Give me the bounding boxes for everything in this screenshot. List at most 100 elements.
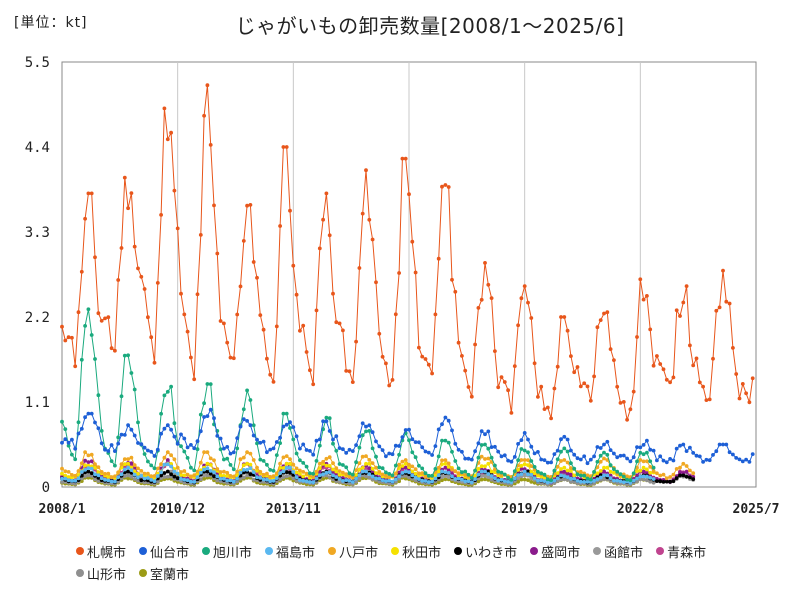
data-point xyxy=(327,416,332,421)
data-point xyxy=(545,480,550,485)
data-point xyxy=(225,474,230,478)
legend-marker-icon xyxy=(76,569,84,577)
data-point xyxy=(443,458,448,462)
data-point xyxy=(374,465,378,470)
data-point xyxy=(258,476,263,480)
data-point xyxy=(63,473,68,478)
data-point xyxy=(146,476,150,480)
data-point xyxy=(271,446,276,451)
data-point xyxy=(165,389,170,394)
data-point xyxy=(215,251,220,256)
data-point xyxy=(539,457,544,462)
data-point xyxy=(393,463,398,468)
data-point xyxy=(169,130,174,135)
data-point xyxy=(83,468,87,472)
data-point xyxy=(311,452,316,457)
data-point xyxy=(602,456,606,461)
data-point xyxy=(440,458,444,463)
data-point xyxy=(281,469,286,474)
data-point xyxy=(231,356,236,361)
data-point xyxy=(73,478,78,483)
data-point xyxy=(674,476,679,480)
legend-label: 札幌市 xyxy=(87,545,127,561)
data-point xyxy=(116,470,121,475)
data-point xyxy=(413,471,418,476)
data-point xyxy=(463,368,468,373)
data-point xyxy=(694,453,699,458)
legend-item: 旭川市 xyxy=(202,540,252,562)
data-point xyxy=(142,471,147,476)
data-point xyxy=(701,384,705,389)
data-point xyxy=(526,463,530,467)
data-point xyxy=(103,316,107,321)
data-point xyxy=(360,433,365,438)
data-point xyxy=(387,383,392,388)
legend-marker-icon xyxy=(76,547,84,555)
data-point xyxy=(595,445,600,449)
data-point xyxy=(317,443,322,448)
data-point xyxy=(598,453,603,458)
legend-label: いわき市 xyxy=(465,545,518,561)
data-point xyxy=(89,474,94,478)
data-point xyxy=(129,427,134,432)
data-point xyxy=(274,324,279,329)
data-point xyxy=(641,459,646,464)
data-point xyxy=(582,473,587,478)
data-point xyxy=(479,469,484,474)
data-point xyxy=(721,268,725,273)
data-point xyxy=(215,467,220,471)
chart-title: じゃがいもの卸売数量[2008/1～2025/6] xyxy=(235,14,625,38)
data-point xyxy=(575,479,580,483)
data-point xyxy=(496,449,501,454)
data-point xyxy=(162,106,167,111)
data-point xyxy=(436,427,441,432)
data-point xyxy=(436,454,441,459)
data-point xyxy=(99,476,104,481)
data-point xyxy=(341,470,345,475)
data-point xyxy=(575,456,580,461)
data-point xyxy=(390,473,395,478)
data-point xyxy=(684,449,689,453)
data-point xyxy=(671,375,676,380)
legend-item: 札幌市 xyxy=(76,540,126,562)
data-point xyxy=(483,473,487,478)
data-point xyxy=(479,443,484,447)
data-point xyxy=(268,372,273,377)
data-point xyxy=(169,462,174,466)
data-point xyxy=(377,465,382,470)
data-point xyxy=(595,325,600,330)
data-point xyxy=(668,475,672,479)
data-point xyxy=(522,448,527,453)
data-point xyxy=(678,465,682,470)
data-point xyxy=(426,362,431,367)
data-point xyxy=(364,429,368,434)
data-point xyxy=(192,480,197,484)
data-point xyxy=(324,191,329,196)
data-point xyxy=(413,467,418,472)
data-point xyxy=(542,472,547,477)
data-point xyxy=(354,468,358,472)
data-point xyxy=(638,468,643,473)
data-point xyxy=(519,472,524,476)
data-point xyxy=(621,400,626,404)
data-point xyxy=(347,471,352,476)
data-point xyxy=(453,459,458,463)
data-point xyxy=(430,473,434,478)
legend-marker-icon xyxy=(202,547,211,555)
data-point xyxy=(192,377,197,382)
data-point xyxy=(258,440,263,445)
data-point xyxy=(516,323,520,328)
data-point xyxy=(648,470,653,475)
data-point xyxy=(354,473,358,477)
data-point xyxy=(532,361,537,366)
data-point xyxy=(228,355,233,360)
data-point xyxy=(251,423,256,428)
data-point xyxy=(539,471,544,476)
data-point xyxy=(387,475,392,480)
legend-item: 福島市 xyxy=(265,540,315,562)
data-point xyxy=(251,458,256,462)
data-point xyxy=(182,436,187,441)
data-point xyxy=(615,384,620,389)
data-point xyxy=(529,469,534,474)
data-point xyxy=(331,461,335,466)
